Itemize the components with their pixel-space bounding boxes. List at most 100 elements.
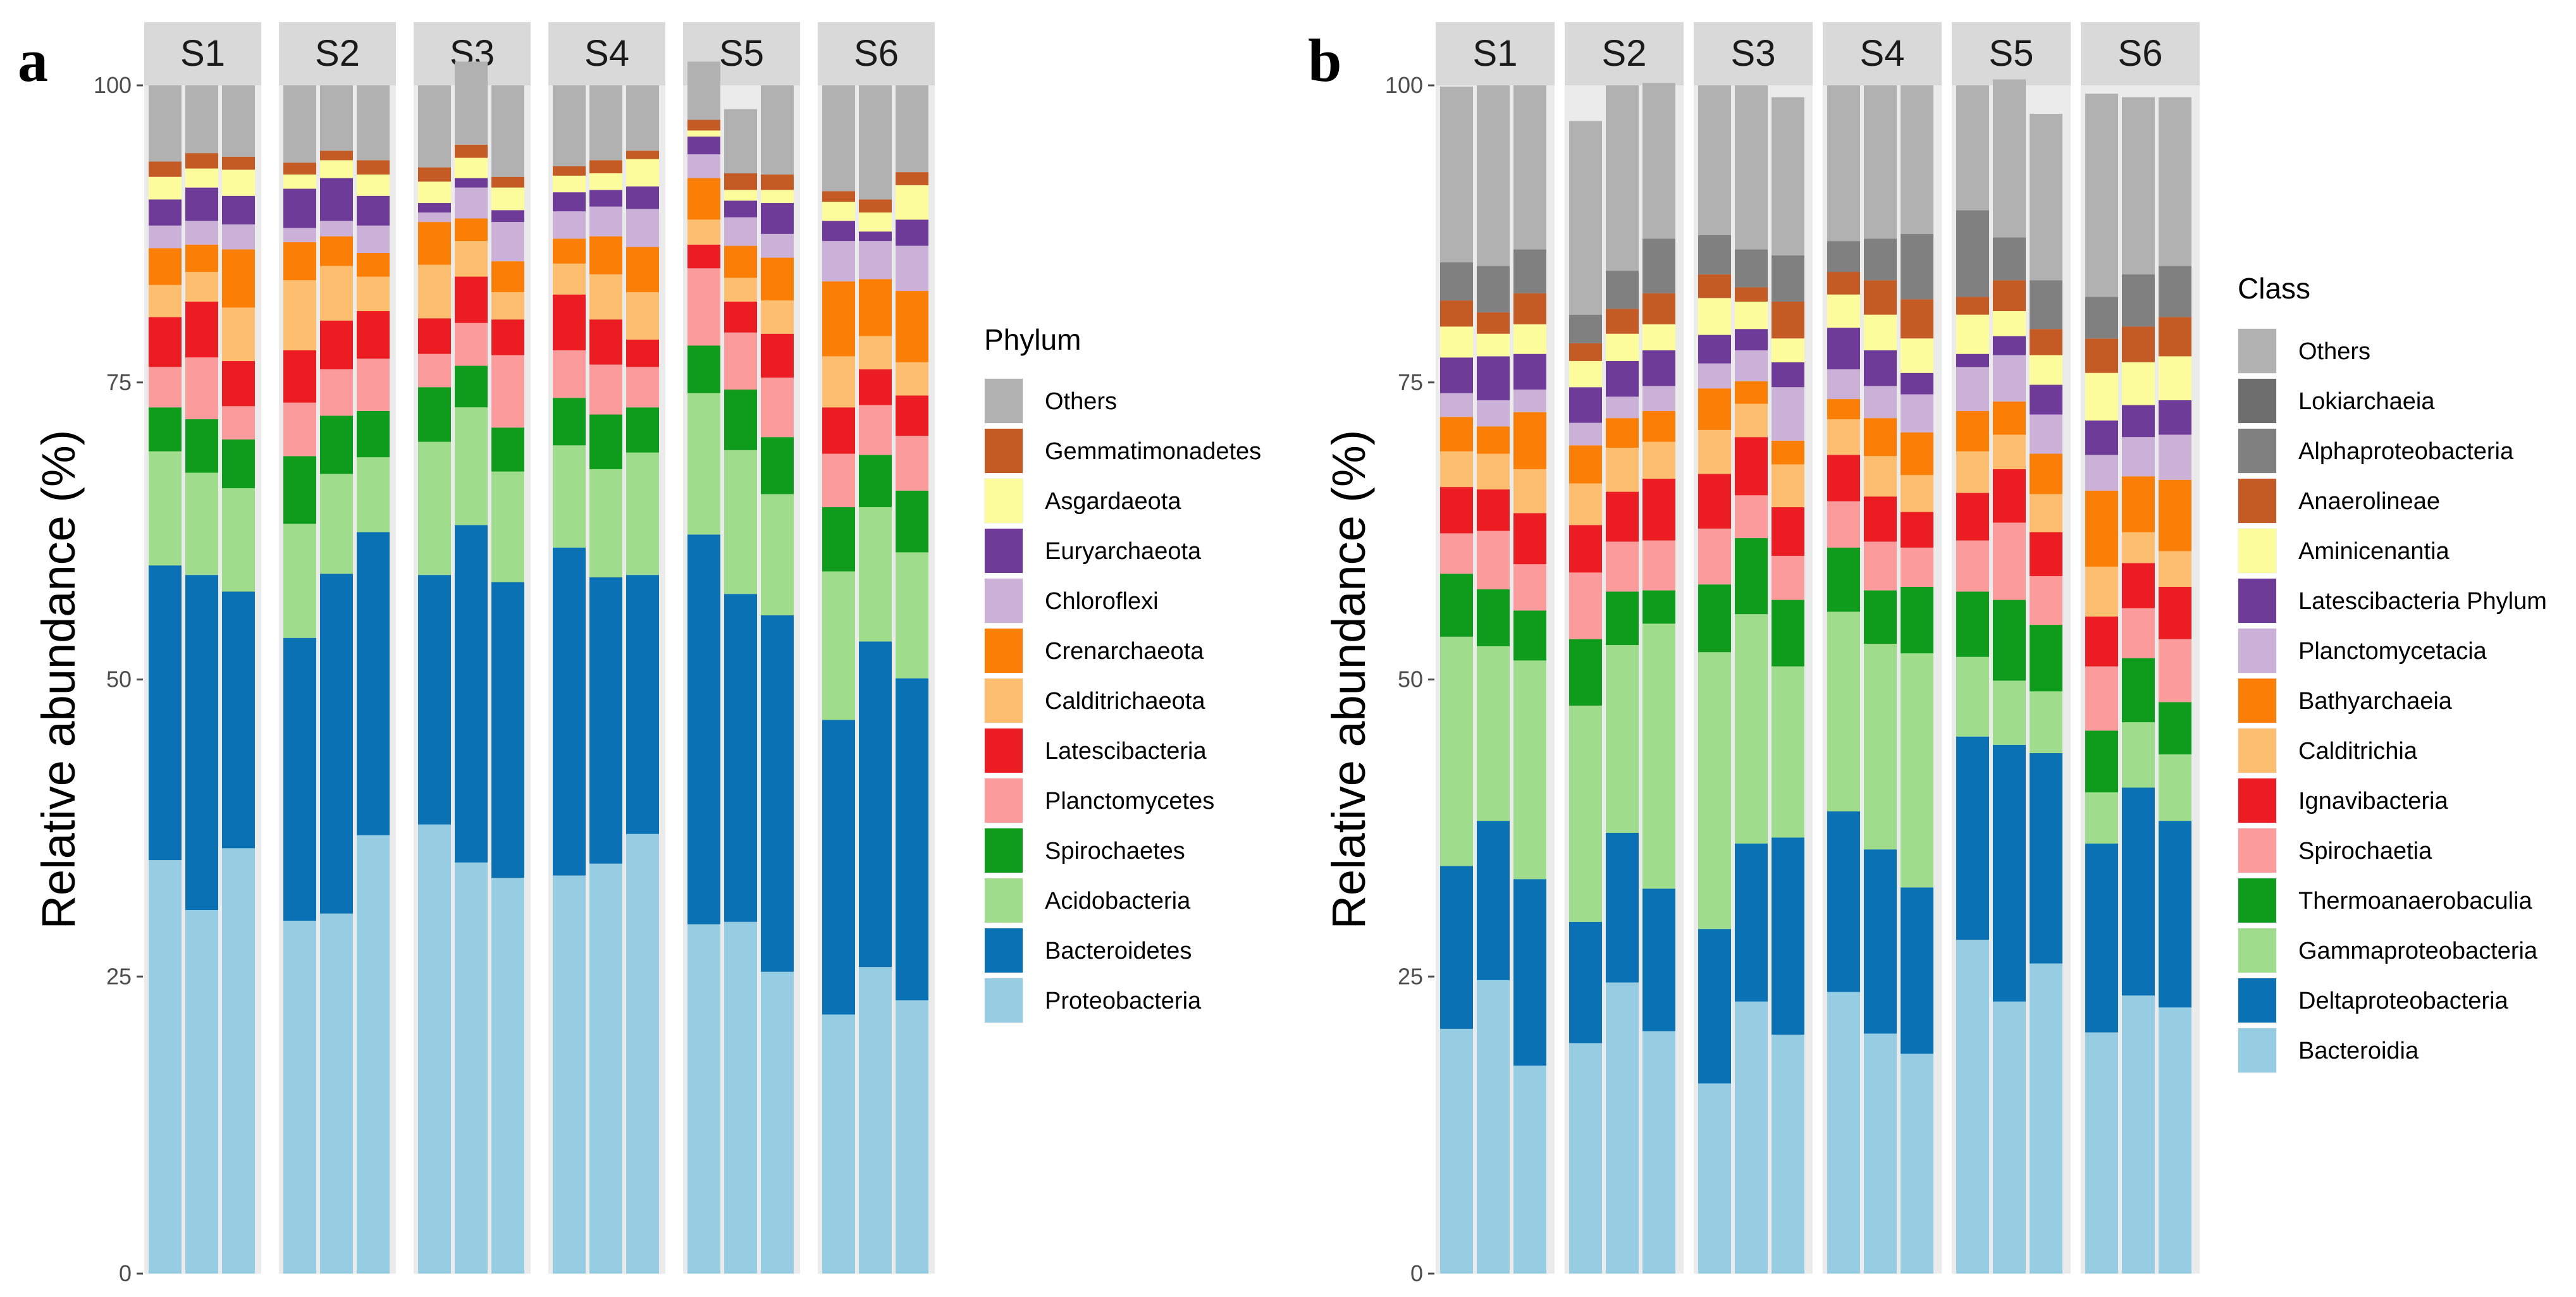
- bar-segment: [1477, 489, 1510, 531]
- bar-segment: [761, 85, 794, 175]
- bar-segment: [626, 833, 659, 1274]
- bar-segment: [1606, 333, 1639, 361]
- bar-segment: [1772, 837, 1804, 1035]
- legend-label: Alphaproteobacteria: [2298, 438, 2514, 465]
- bar-segment: [589, 414, 622, 469]
- bar-segment: [1901, 85, 1933, 234]
- bar-segment: [1698, 429, 1731, 474]
- bar-segment: [1901, 338, 1933, 373]
- bar-segment: [1440, 300, 1473, 327]
- bar-segment: [185, 301, 218, 358]
- bar-segment: [1956, 656, 1989, 737]
- bar-segment: [1735, 614, 1768, 844]
- y-tick-label: 50: [106, 667, 132, 692]
- bar-segment: [1772, 338, 1804, 362]
- bar-segment: [283, 280, 316, 351]
- bar-segment: [418, 353, 451, 388]
- bar-segment: [1642, 293, 1675, 324]
- legend-label: Spirochaetia: [2298, 838, 2432, 864]
- bar-segment: [1513, 1066, 1546, 1274]
- bar-segment: [455, 525, 488, 863]
- bar-segment: [724, 332, 757, 390]
- legend-label: Euryarchaeota: [1045, 538, 1202, 565]
- legend-label: Planctomycetes: [1045, 788, 1214, 814]
- bar-segment: [2159, 551, 2191, 587]
- bar-segment: [626, 151, 659, 159]
- bar-segment: [896, 1000, 928, 1274]
- bar-segment: [222, 249, 255, 308]
- bar-segment: [1698, 474, 1731, 529]
- bar-segment: [822, 507, 855, 572]
- bar-segment: [1513, 610, 1546, 661]
- bar-segment: [822, 1014, 855, 1274]
- facet-strip: [144, 22, 261, 85]
- bar-segment: [2122, 563, 2155, 608]
- legend-label: Anaerolineae: [2298, 488, 2440, 515]
- bar-segment: [1735, 350, 1768, 381]
- y-tick-label: 100: [94, 72, 132, 98]
- bar-segment: [491, 319, 524, 355]
- bar-segment: [1956, 85, 1989, 211]
- facet-strip-label: S6: [2118, 33, 2163, 74]
- bar-segment: [553, 547, 586, 876]
- bar-segment: [896, 85, 928, 173]
- legend-swatch: [985, 778, 1023, 823]
- bar-segment: [418, 824, 451, 1274]
- bar-segment: [2159, 266, 2191, 317]
- bar-segment: [2085, 490, 2118, 567]
- bar-segment: [185, 221, 218, 245]
- bar-segment: [1569, 525, 1602, 573]
- bar-segment: [1956, 540, 1989, 592]
- legend-swatch: [2238, 778, 2276, 823]
- bar-segment: [1477, 266, 1510, 312]
- bar-segment: [896, 395, 928, 436]
- bar-segment: [2122, 787, 2155, 996]
- bar-segment: [1993, 599, 2026, 681]
- bar-segment: [491, 176, 524, 188]
- bar-segment: [418, 167, 451, 182]
- bar-segment: [1513, 249, 1546, 293]
- bar-segment: [1569, 343, 1602, 361]
- bar-segment: [553, 398, 586, 446]
- bar-segment: [1772, 440, 1804, 465]
- bar-segment: [1606, 832, 1639, 983]
- bar-segment: [320, 236, 353, 266]
- bar-segment: [822, 453, 855, 508]
- legend-swatch: [985, 479, 1023, 523]
- bar-segment: [724, 173, 757, 190]
- bar-segment: [418, 181, 451, 204]
- bar-segment: [1772, 556, 1804, 600]
- bar-segment: [418, 575, 451, 825]
- bar-segment: [687, 244, 720, 269]
- bar-segment: [357, 225, 390, 253]
- facet-strip-label: S5: [1989, 33, 2034, 74]
- bar-segment: [418, 264, 451, 319]
- bar-segment: [320, 415, 353, 474]
- bar-segment: [1956, 493, 1989, 541]
- legend-label: Chloroflexi: [1045, 588, 1159, 615]
- legend-label: Calditrichaeota: [1045, 688, 1205, 715]
- bar-segment: [455, 862, 488, 1274]
- bar-segment: [1827, 241, 1860, 273]
- bar-segment: [1642, 83, 1675, 239]
- legend-label: Ignavibacteria: [2298, 788, 2448, 814]
- bar-segment: [357, 410, 390, 458]
- bar-segment: [1513, 513, 1546, 565]
- bar-segment: [149, 860, 182, 1274]
- bar-segment: [626, 186, 659, 209]
- bar-segment: [724, 278, 757, 302]
- bar-segment: [455, 323, 488, 366]
- bar-segment: [2085, 420, 2118, 455]
- bar-segment: [1864, 238, 1897, 281]
- bar-segment: [2122, 476, 2155, 532]
- bar-segment: [626, 292, 659, 340]
- legend-label: Asgardaeota: [1045, 488, 1181, 515]
- bar-segment: [1993, 434, 2026, 469]
- bar-segment: [455, 407, 488, 526]
- bar-segment: [185, 244, 218, 273]
- bar-segment: [455, 276, 488, 323]
- bar-segment: [1569, 360, 1602, 388]
- legend-swatch: [2238, 329, 2276, 373]
- bar-segment: [1864, 849, 1897, 1034]
